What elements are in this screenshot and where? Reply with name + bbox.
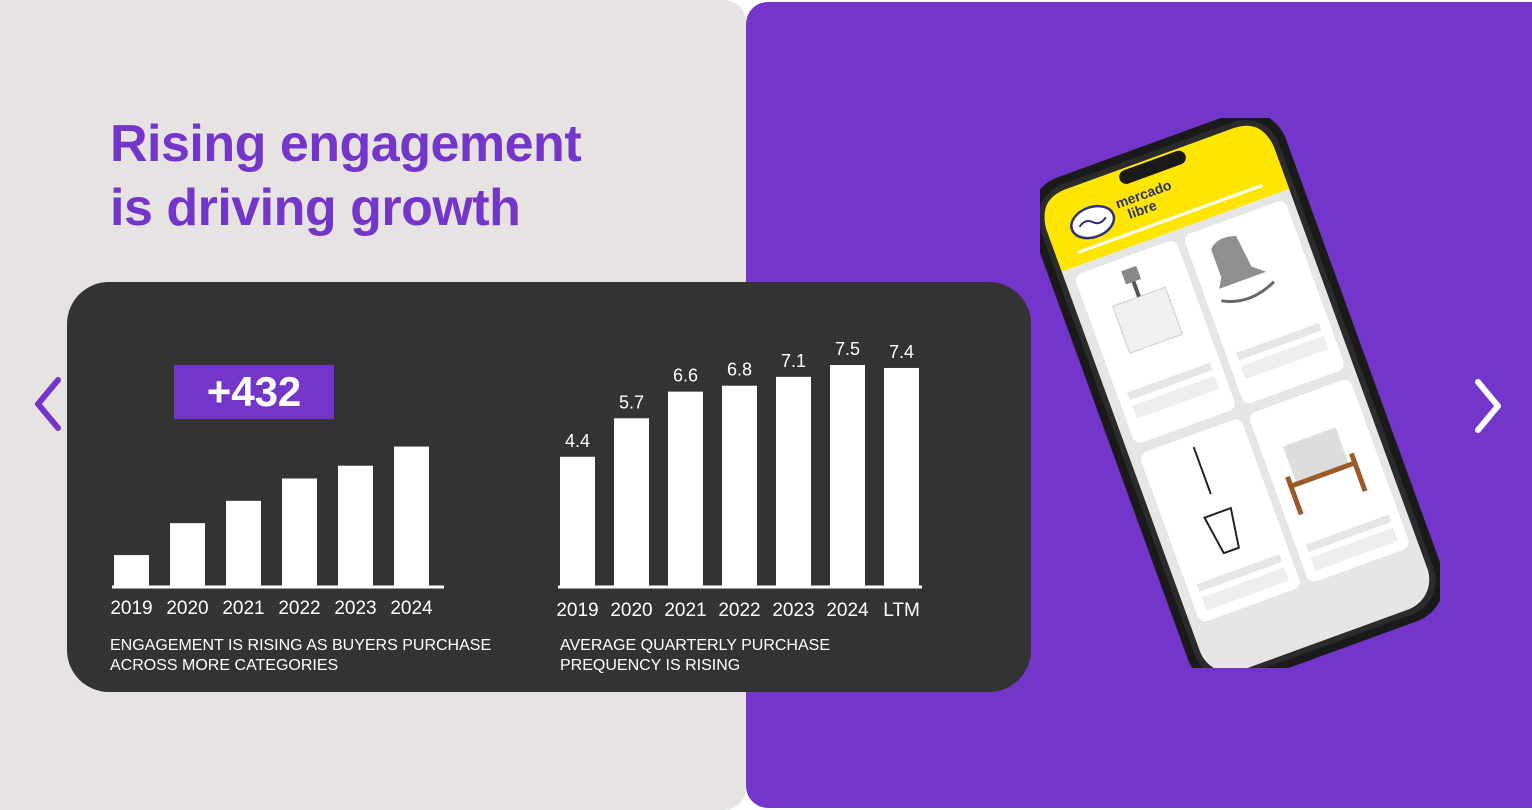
chart-bar [614, 418, 649, 587]
prev-slide-button[interactable] [30, 374, 70, 434]
page-title: Rising engagement is driving growth [110, 112, 582, 240]
data-label: 6.8 [727, 360, 752, 380]
data-label: 7.5 [835, 339, 860, 359]
product-card[interactable] [1139, 417, 1302, 623]
chart-bar [338, 465, 373, 587]
chart-bar [114, 555, 149, 587]
title-line-1: Rising engagement [110, 115, 582, 173]
chart-bar [668, 391, 703, 587]
chart-bar [394, 446, 429, 587]
x-tick-label: 2023 [334, 598, 376, 619]
data-label: 7.4 [889, 342, 914, 362]
right-chart-caption: AVERAGE QUARTERLY PURCHASE PREQUENCY IS … [560, 636, 830, 676]
chart-bar [560, 456, 595, 587]
x-tick-label: 2020 [610, 600, 652, 621]
x-tick-label: 2019 [556, 600, 598, 621]
x-tick-label: 2020 [166, 598, 208, 619]
engagement-badge: +432 [174, 365, 334, 419]
data-label: 5.7 [619, 392, 644, 412]
chevron-right-icon [1475, 379, 1501, 433]
data-label: 6.6 [673, 366, 698, 386]
chart-bar [226, 500, 261, 587]
chart-bar [830, 365, 865, 587]
x-tick-label: 2024 [826, 600, 869, 621]
right-caption-line-1: AVERAGE QUARTERLY PURCHASE [560, 637, 830, 654]
title-line-2: is driving growth [110, 179, 521, 237]
data-label: 4.4 [565, 431, 590, 451]
chart-bar [722, 385, 757, 587]
x-tick-label: 2019 [110, 598, 152, 619]
left-chart-caption: ENGAGEMENT IS RISING AS BUYERS PURCHASE … [110, 636, 491, 676]
left-caption-line-1: ENGAGEMENT IS RISING AS BUYERS PURCHASE [110, 637, 492, 654]
x-tick-label: 2022 [718, 600, 760, 621]
handshake-icon [1070, 204, 1116, 240]
next-slide-button[interactable] [1468, 376, 1508, 436]
phone-mockup: mercado libre [1029, 111, 1445, 688]
x-tick-label: 2022 [278, 598, 320, 619]
x-tick-label: 2021 [222, 598, 264, 619]
metrics-card [67, 282, 1031, 692]
chart-bar [170, 523, 205, 587]
x-tick-label: 2023 [772, 600, 814, 621]
product-card[interactable] [1248, 378, 1411, 584]
data-label: 7.1 [781, 351, 806, 371]
chart-bar [282, 478, 317, 587]
chevron-left-icon [35, 377, 61, 431]
chart-bar [776, 376, 811, 587]
left-caption-line-2: ACROSS MORE CATEGORIES [110, 657, 339, 674]
x-tick-label: LTM [883, 600, 920, 621]
chart-bar [884, 367, 919, 587]
x-tick-label: 2021 [664, 600, 706, 621]
x-tick-label: 2024 [390, 598, 433, 619]
right-caption-line-2: PREQUENCY IS RISING [560, 657, 741, 674]
